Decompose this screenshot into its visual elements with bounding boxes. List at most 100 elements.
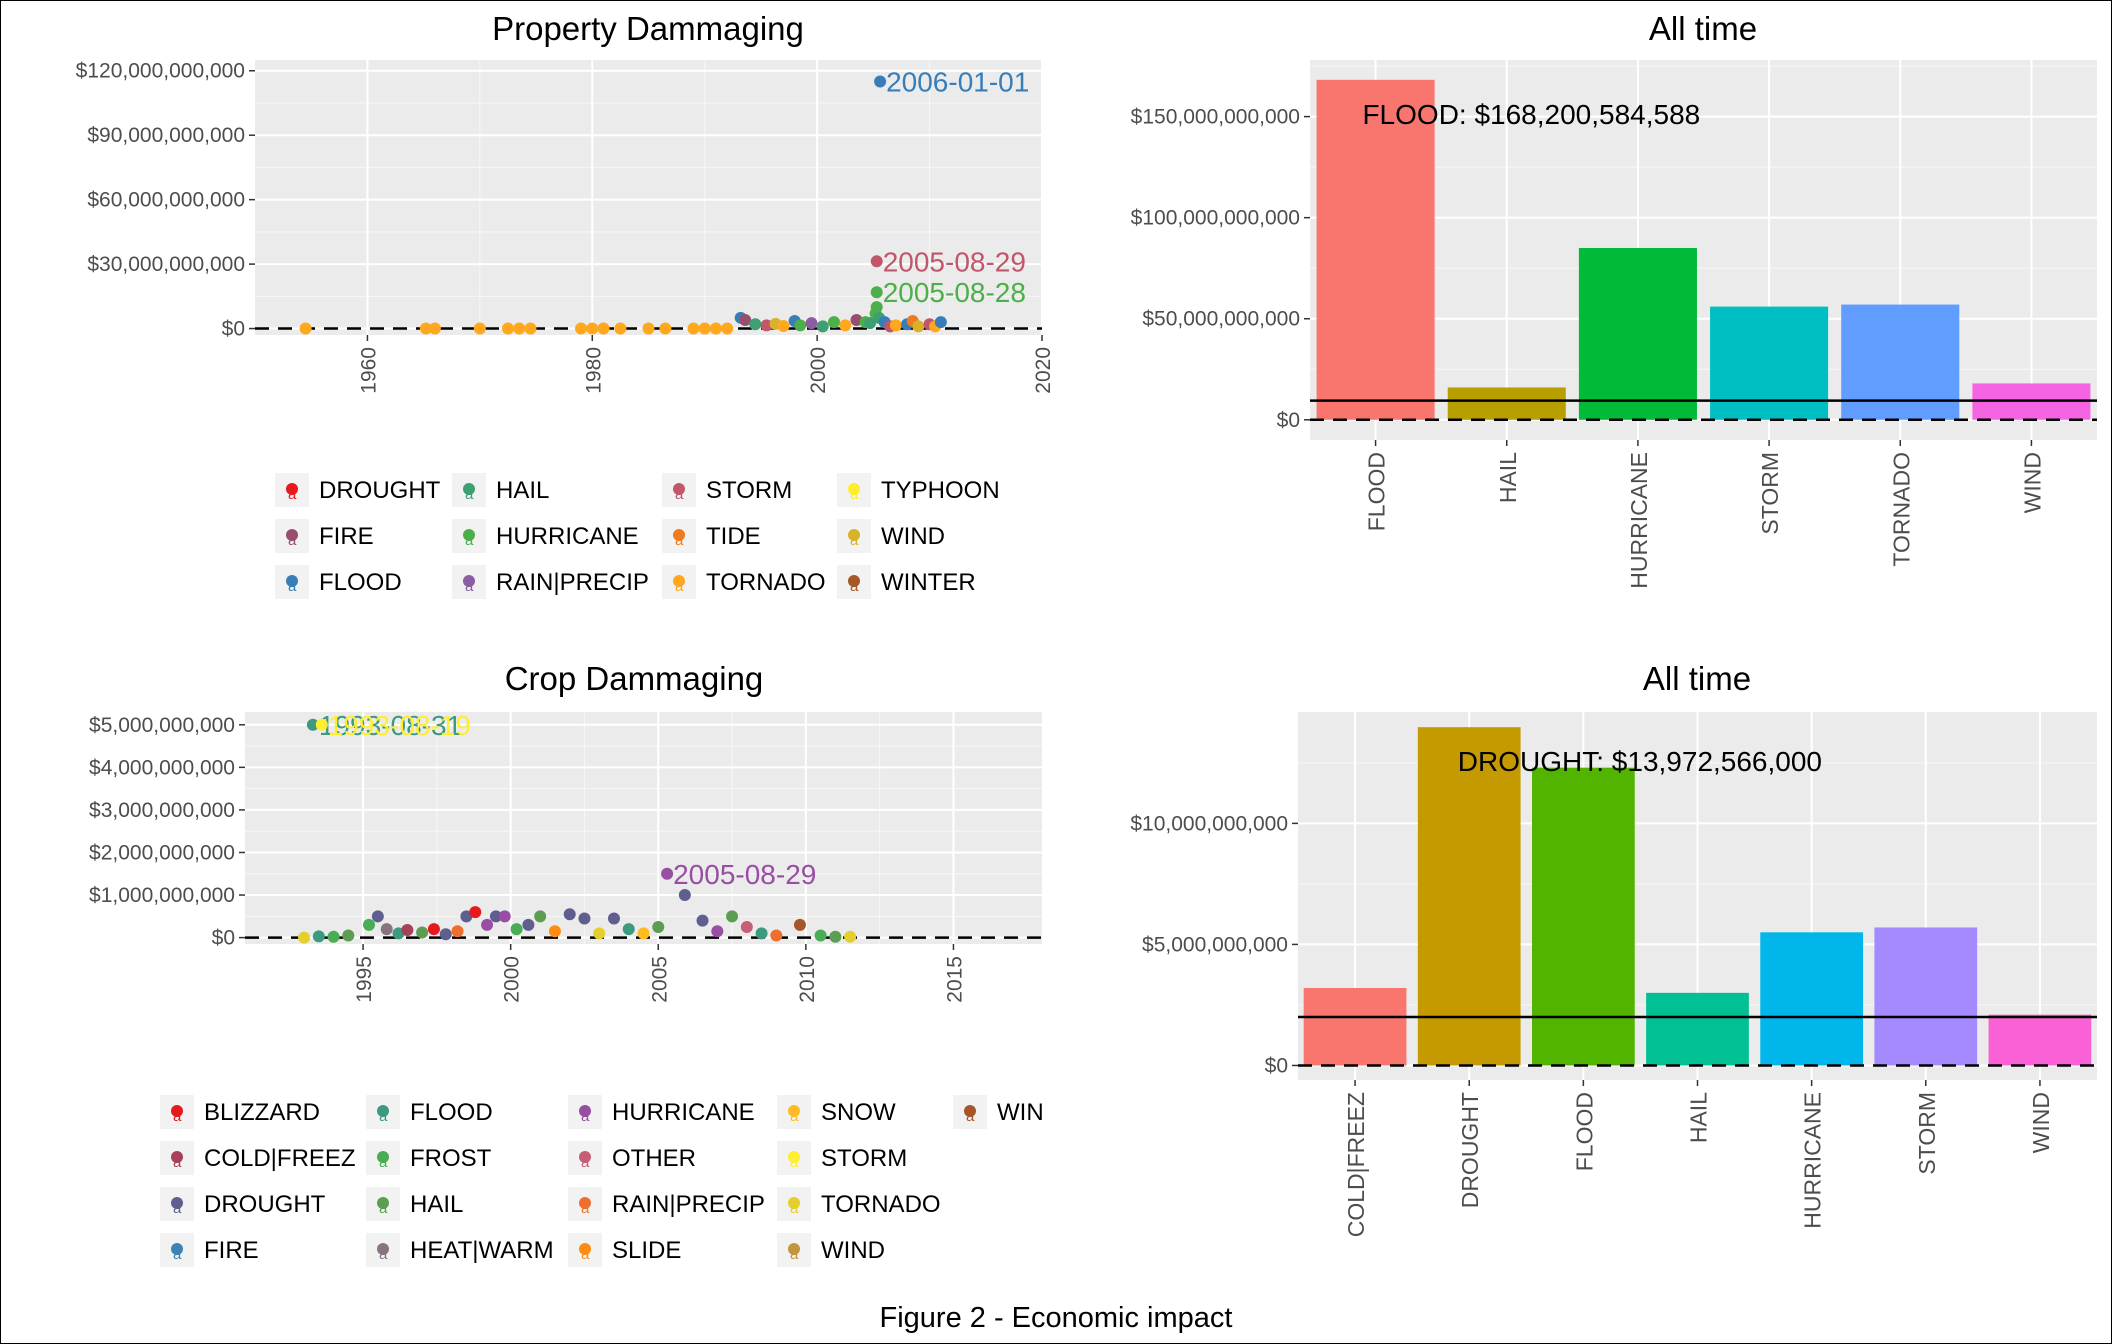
legend-swatch (286, 529, 298, 541)
data-point (793, 918, 806, 931)
legend-glyph: a (379, 1108, 388, 1125)
data-point (816, 320, 829, 333)
data-point (652, 920, 665, 933)
y-tick-label: $90,000,000,000 (87, 124, 245, 147)
data-point (721, 322, 734, 335)
data-point (593, 927, 606, 940)
legend-glyph: a (173, 1154, 182, 1171)
x-tick-label: FLOOD (1571, 1092, 1597, 1171)
figure-caption: Figure 2 - Economic impact (879, 1302, 1233, 1334)
y-tick-label: $2,000,000,000 (89, 841, 235, 864)
x-tick-label: DROUGHT (1457, 1092, 1483, 1208)
legend-swatch (788, 1151, 800, 1163)
legend-glyph: a (288, 578, 297, 595)
legend-swatch (673, 483, 685, 495)
legend-label: SLIDE (612, 1237, 681, 1264)
x-tick-label: STORM (1757, 452, 1783, 535)
legend-glyph: a (850, 578, 859, 595)
data-point (548, 925, 561, 938)
legend-label: HURRICANE (612, 1099, 755, 1126)
x-tick-label: WIND (2028, 1092, 2054, 1153)
data-point (794, 319, 807, 332)
x-tick-label: TORNADO (1888, 452, 1914, 567)
legend-glyph: a (675, 486, 684, 503)
data-point (839, 319, 852, 332)
legend-label: RAIN|PRECIP (496, 569, 649, 596)
bar (1646, 992, 1749, 1066)
data-point (419, 322, 432, 335)
legend-swatch (377, 1197, 389, 1209)
x-tick-label: 2000 (501, 956, 524, 1003)
bar (1710, 306, 1829, 420)
data-point (607, 912, 620, 925)
legend-swatch (286, 575, 298, 587)
data-point (622, 923, 635, 936)
legend-glyph: a (379, 1154, 388, 1171)
data-point (481, 918, 494, 931)
legend-label: STORM (706, 477, 792, 504)
x-tick-label: HAIL (1495, 452, 1521, 503)
data-point (522, 918, 535, 931)
data-point (489, 910, 502, 923)
legend-glyph: a (790, 1246, 799, 1263)
y-tick-label: $120,000,000,000 (76, 60, 245, 83)
x-tick-label: 2015 (943, 956, 966, 1003)
data-point (711, 925, 724, 938)
legend-label: FIRE (204, 1237, 259, 1264)
legend-swatch (848, 483, 860, 495)
data-point (659, 322, 672, 335)
data-point (312, 930, 325, 943)
legend-swatch (463, 483, 475, 495)
data-point (814, 929, 827, 942)
y-tick-label: $4,000,000,000 (89, 756, 235, 779)
legend-glyph: a (379, 1246, 388, 1263)
data-point (513, 322, 526, 335)
data-point (575, 322, 588, 335)
legend-label: STORM (821, 1145, 907, 1172)
data-point (342, 929, 355, 942)
bar (1447, 387, 1566, 420)
legend-glyph: a (675, 578, 684, 595)
x-tick-label: STORM (1914, 1092, 1940, 1175)
legend-glyph: a (379, 1200, 388, 1217)
legend-label: FIRE (319, 523, 374, 550)
data-point (777, 319, 790, 332)
x-tick-label: 1960 (357, 347, 380, 394)
legend-glyph: a (581, 1246, 590, 1263)
y-tick-label: $10,000,000,000 (1130, 812, 1288, 835)
plot-panel (1310, 60, 2097, 440)
data-point (298, 931, 311, 944)
legend-glyph: a (288, 486, 297, 503)
legend-label: HURRICANE (496, 523, 639, 550)
legend-label: TORNADO (821, 1191, 941, 1218)
y-tick-label: $5,000,000,000 (1142, 933, 1288, 956)
legend-label: DROUGHT (204, 1191, 326, 1218)
data-point (755, 927, 768, 940)
y-tick-label: $0 (212, 927, 235, 950)
chart-title: All time (1643, 660, 1751, 697)
data-point (850, 313, 863, 326)
x-tick-label: HURRICANE (1626, 452, 1652, 589)
data-point (870, 286, 883, 299)
legend-glyph: a (581, 1200, 590, 1217)
data-point (371, 910, 384, 923)
data-point (501, 322, 514, 335)
point-label: 2005-08-29 (883, 246, 1026, 277)
legend-glyph: a (288, 532, 297, 549)
legend-swatch (463, 575, 475, 587)
point-label: 2005-08-29 (673, 859, 816, 890)
legend-label: TYPHOON (881, 477, 1000, 504)
bar (1841, 304, 1960, 420)
legend-label: WIN (997, 1099, 1044, 1126)
x-tick-label: FLOOD (1364, 452, 1390, 531)
data-point (563, 908, 576, 921)
legend-label: WIND (881, 523, 945, 550)
legend-glyph: a (850, 486, 859, 503)
data-point (614, 322, 627, 335)
legend-swatch (377, 1243, 389, 1255)
data-point (315, 718, 328, 731)
legend-label: WIND (821, 1237, 885, 1264)
legend-swatch (171, 1197, 183, 1209)
data-point (380, 923, 393, 936)
